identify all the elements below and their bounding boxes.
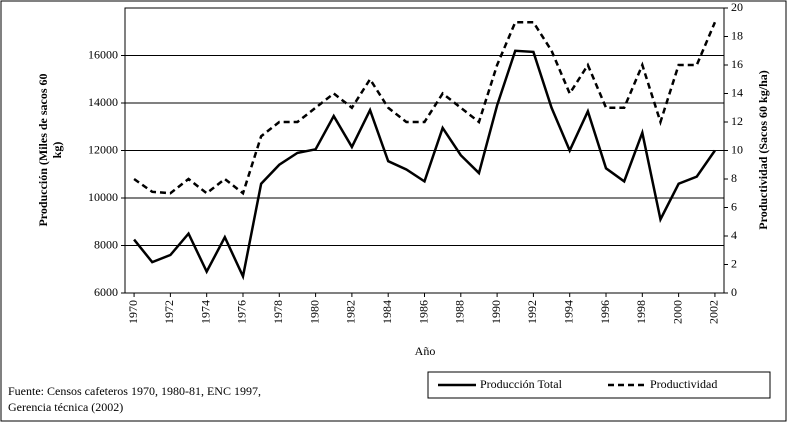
x-tick-label: 1988 bbox=[453, 300, 467, 324]
y2-tick-label: 6 bbox=[731, 199, 737, 213]
legend-label: Producción Total bbox=[480, 377, 563, 391]
x-tick-label: 1970 bbox=[126, 300, 140, 324]
x-tick-label: 1980 bbox=[307, 300, 321, 324]
y2-tick-label: 12 bbox=[731, 114, 743, 128]
legend-box bbox=[427, 371, 771, 399]
y2-tick-label: 20 bbox=[731, 0, 743, 14]
x-tick-label: 1998 bbox=[634, 300, 648, 324]
y-tick-label: 8000 bbox=[94, 237, 118, 251]
x-tick-label: 2002 bbox=[707, 300, 721, 324]
x-tick-label: 1978 bbox=[271, 300, 285, 324]
source-note: Gerencia técnica (2002) bbox=[8, 400, 123, 414]
y2-tick-label: 14 bbox=[731, 85, 743, 99]
y-axis-title: kg) bbox=[50, 142, 64, 159]
y2-axis-title: Productividad (Sacos 60 kg/ha) bbox=[756, 70, 770, 229]
y2-tick-label: 4 bbox=[731, 228, 737, 242]
y2-tick-label: 8 bbox=[731, 171, 737, 185]
x-tick-label: 1982 bbox=[344, 300, 358, 324]
x-tick-label: 1996 bbox=[598, 300, 612, 324]
legend-label: Productividad bbox=[650, 377, 717, 391]
y2-tick-label: 10 bbox=[731, 142, 743, 156]
y-tick-label: 14000 bbox=[88, 95, 118, 109]
y-tick-label: 10000 bbox=[88, 190, 118, 204]
x-tick-label: 2000 bbox=[670, 300, 684, 324]
y-tick-label: 6000 bbox=[94, 285, 118, 299]
x-tick-label: 1972 bbox=[162, 300, 176, 324]
y-axis-title: Producción (Miles de sacos 60 bbox=[36, 73, 50, 226]
x-tick-label: 1994 bbox=[561, 300, 575, 324]
x-tick-label: 1974 bbox=[198, 300, 212, 324]
x-axis-title: Año bbox=[415, 344, 436, 358]
x-tick-label: 1992 bbox=[525, 300, 539, 324]
y2-tick-label: 16 bbox=[731, 57, 743, 71]
x-tick-label: 1986 bbox=[416, 300, 430, 324]
x-tick-label: 1984 bbox=[380, 300, 394, 324]
y-tick-label: 16000 bbox=[88, 47, 118, 61]
y2-tick-label: 0 bbox=[731, 285, 737, 299]
y-tick-label: 12000 bbox=[88, 142, 118, 156]
data-line bbox=[133, 49, 716, 281]
source-note: Fuente: Censos cafeteros 1970, 1980-81, … bbox=[8, 384, 261, 398]
x-tick-label: 1990 bbox=[489, 300, 503, 324]
y2-tick-label: 2 bbox=[731, 256, 737, 270]
data-line bbox=[133, 21, 717, 196]
y2-tick-label: 18 bbox=[731, 28, 743, 42]
x-tick-label: 1976 bbox=[235, 300, 249, 324]
